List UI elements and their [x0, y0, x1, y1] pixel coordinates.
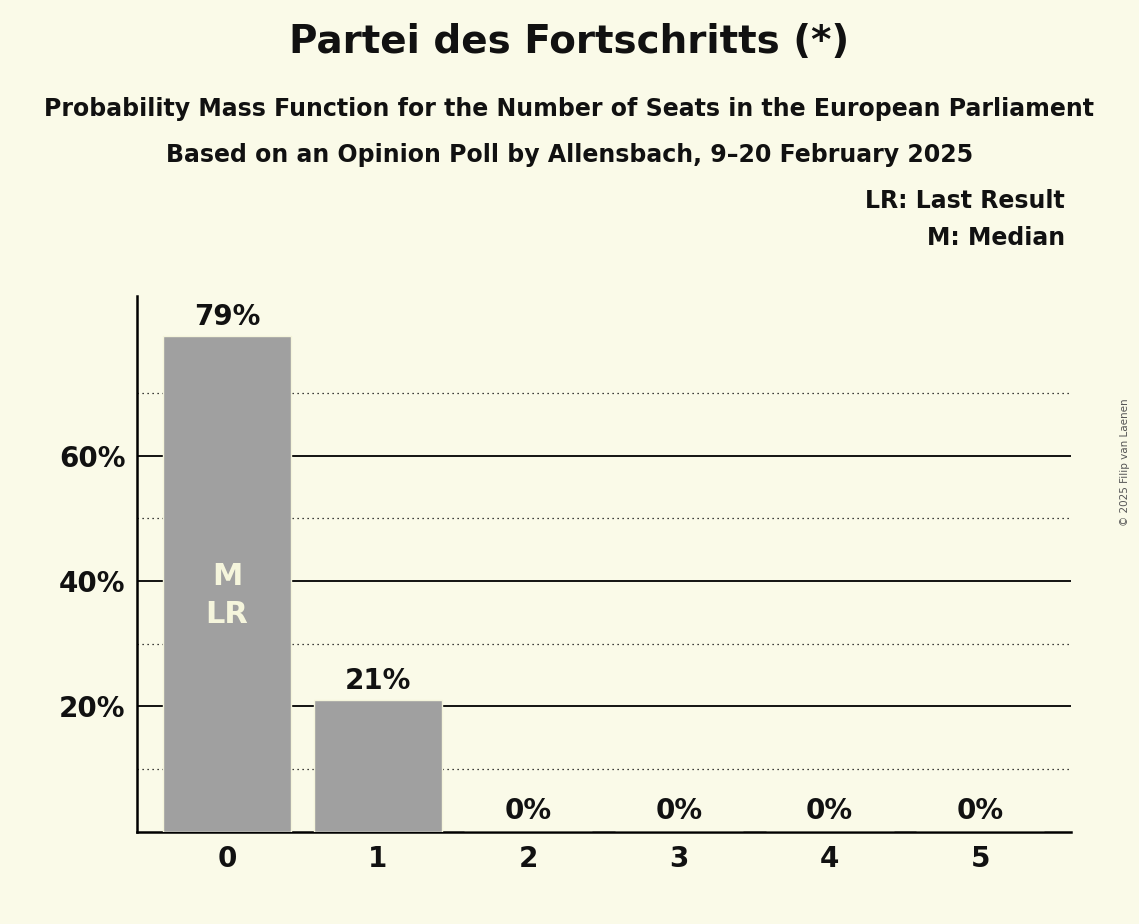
- Text: © 2025 Filip van Laenen: © 2025 Filip van Laenen: [1121, 398, 1130, 526]
- Text: 0%: 0%: [655, 797, 703, 825]
- Text: LR: Last Result: LR: Last Result: [866, 189, 1065, 213]
- Text: 0%: 0%: [957, 797, 1003, 825]
- Text: 0%: 0%: [505, 797, 552, 825]
- Text: Probability Mass Function for the Number of Seats in the European Parliament: Probability Mass Function for the Number…: [44, 97, 1095, 121]
- Text: 21%: 21%: [344, 667, 411, 695]
- Bar: [313, 700, 442, 832]
- Text: Based on an Opinion Poll by Allensbach, 9–20 February 2025: Based on an Opinion Poll by Allensbach, …: [166, 143, 973, 167]
- Text: 0%: 0%: [806, 797, 853, 825]
- Text: M: Median: M: Median: [927, 226, 1065, 250]
- Text: 79%: 79%: [194, 303, 260, 332]
- Text: M: M: [212, 563, 243, 591]
- Bar: [163, 336, 292, 832]
- Text: Partei des Fortschritts (*): Partei des Fortschritts (*): [289, 23, 850, 61]
- Text: LR: LR: [206, 600, 248, 629]
